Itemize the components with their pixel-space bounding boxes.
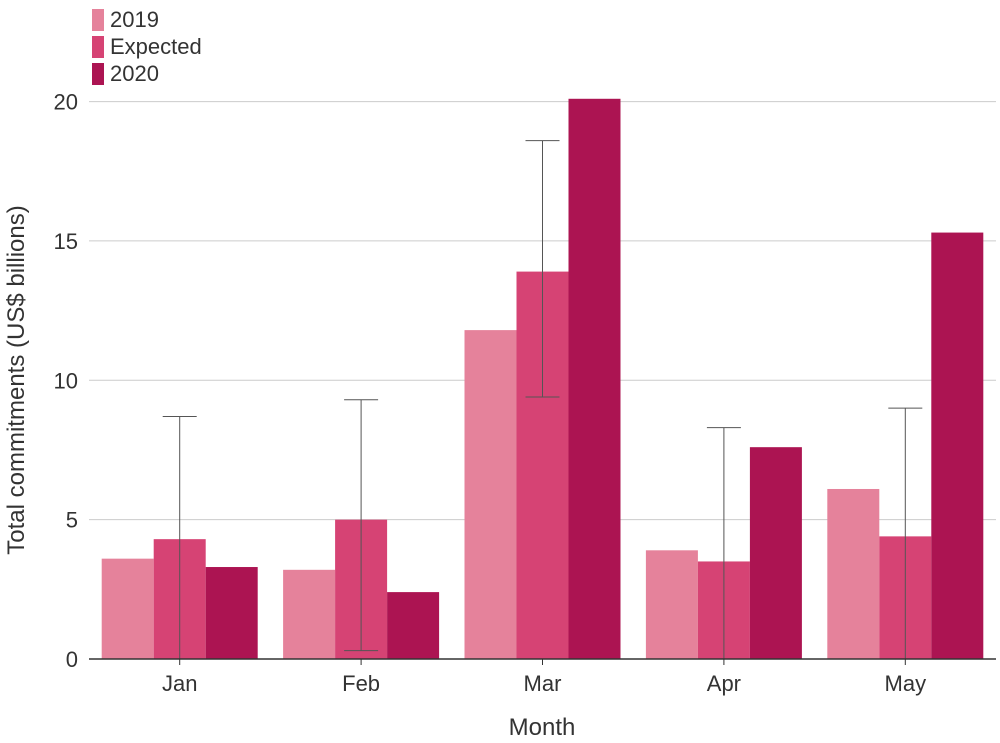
bar-2019-feb — [283, 569, 336, 659]
y-tick-label: 20 — [54, 90, 78, 115]
legend-item-expected[interactable]: Expected — [92, 33, 292, 60]
x-tick-label: Jan — [162, 671, 197, 696]
x-tick-label: May — [885, 671, 927, 696]
y-tick-label: 0 — [66, 647, 78, 672]
y-tick-label: 5 — [66, 508, 78, 533]
bar-2020-jan — [205, 567, 258, 659]
chart-legend: 2019 Expected 2020 — [92, 6, 292, 87]
y-axis-ticks: 0 5 10 15 20 — [54, 90, 78, 672]
y-axis-label: Total commitments (US$ billions) — [3, 205, 30, 554]
bar-2019-apr — [645, 550, 698, 659]
bar-2020-apr — [749, 447, 802, 659]
legend-label-2020: 2020 — [110, 60, 159, 86]
x-axis-ticks: Jan Feb Mar Apr May — [162, 659, 926, 696]
bar-2019-may — [827, 488, 880, 659]
legend-swatch-2020 — [92, 62, 104, 85]
legend-label-expected: Expected — [110, 33, 202, 59]
legend-swatch-2019 — [92, 8, 104, 31]
legend-label-2019: 2019 — [110, 6, 159, 32]
bar-2020-mar — [568, 98, 621, 660]
x-axis-label: Month — [509, 714, 576, 741]
legend-swatch-expected — [92, 35, 104, 58]
x-tick-label: Feb — [342, 671, 380, 696]
legend-item-2020[interactable]: 2020 — [92, 60, 292, 87]
x-tick-label: Apr — [707, 671, 741, 696]
bar-2020-feb — [387, 592, 440, 659]
x-tick-label: Mar — [524, 671, 562, 696]
bar-2020-may — [931, 232, 984, 659]
bars — [101, 98, 984, 660]
y-tick-label: 15 — [54, 229, 78, 254]
bar-2019-mar — [464, 330, 517, 659]
bar-2019-jan — [101, 558, 154, 659]
legend-item-2019[interactable]: 2019 — [92, 6, 292, 33]
y-tick-label: 10 — [54, 368, 78, 393]
